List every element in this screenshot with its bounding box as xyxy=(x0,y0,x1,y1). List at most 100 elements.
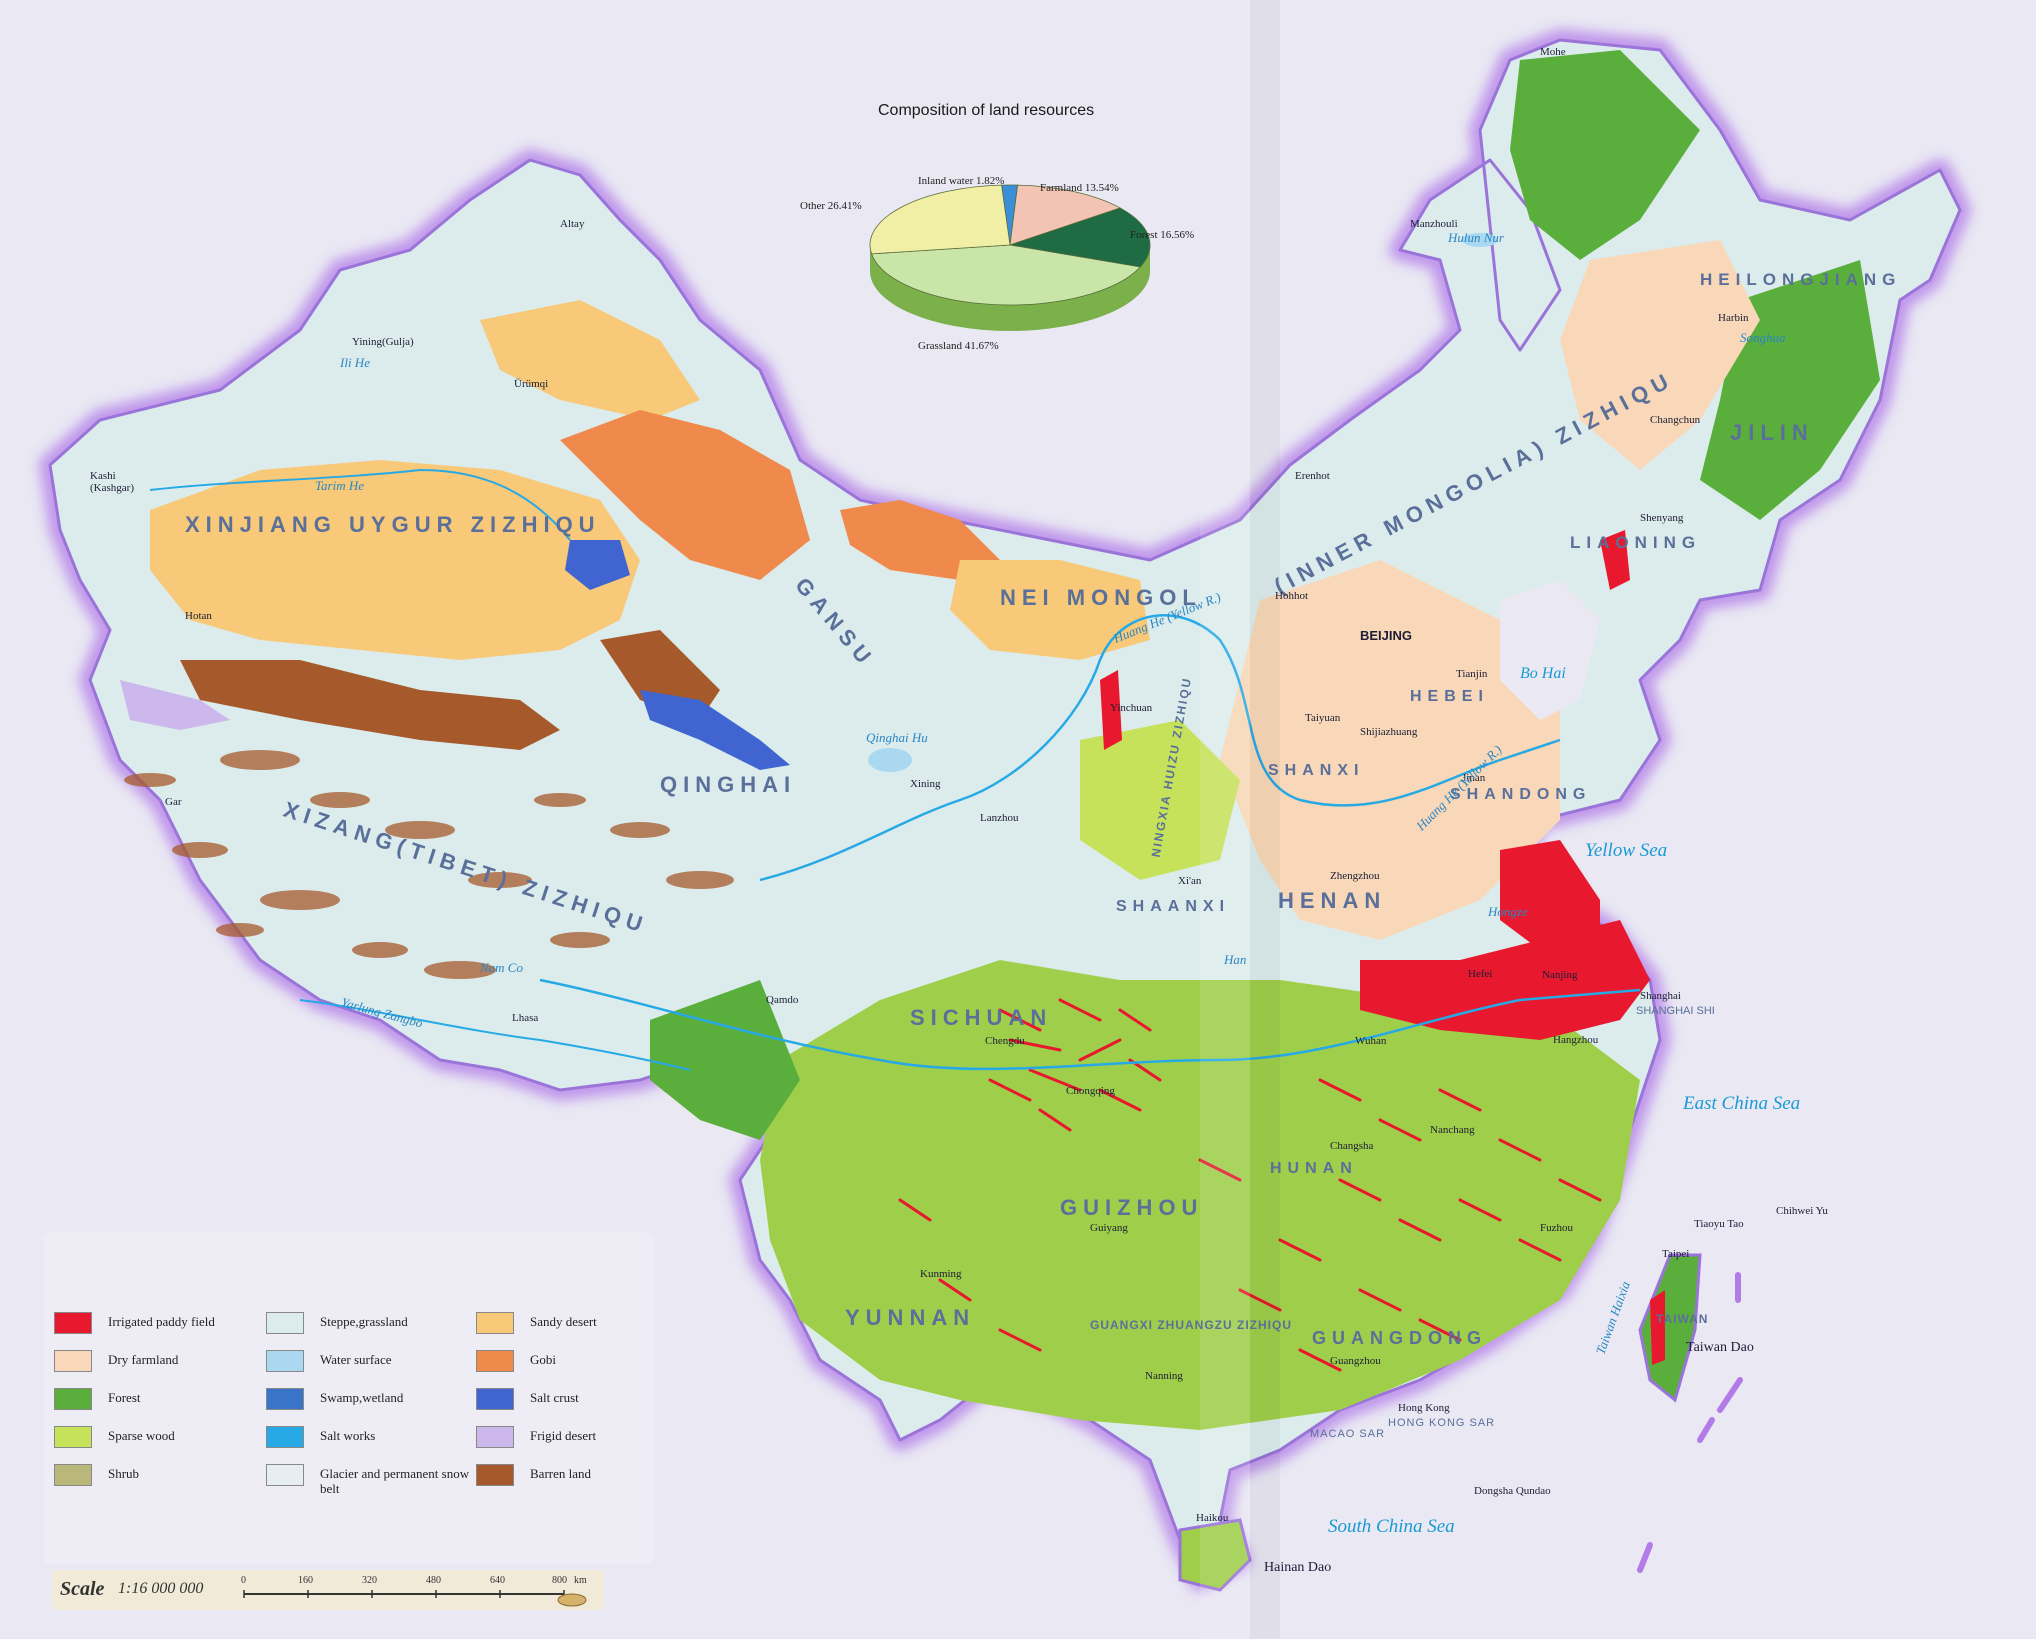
city-label-taiyuan: Taiyuan xyxy=(1305,712,1341,724)
legend-label: Dry farmland xyxy=(108,1352,179,1367)
liaoning-paddy xyxy=(1600,530,1630,590)
legend-label: Salt works xyxy=(320,1428,376,1443)
page-fold-right xyxy=(1250,0,1280,1639)
legend-swatch xyxy=(266,1464,304,1486)
city-label-xian: Xi'an xyxy=(1178,875,1202,887)
lake-label-hulun-nur: Hulun Nur xyxy=(1448,230,1504,245)
taiwan-island xyxy=(1638,1253,1702,1403)
pie-slice xyxy=(1009,207,1151,268)
legend-swatch xyxy=(476,1388,514,1410)
city-label-lanzhou: Lanzhou xyxy=(980,812,1019,824)
pie-slice xyxy=(1009,184,1122,246)
city-label-shenyang: Shenyang xyxy=(1640,512,1684,524)
taiwan-paddy xyxy=(1650,1290,1665,1365)
inner-mongolia-sandy xyxy=(950,560,1150,660)
jiangsu-paddy-fields xyxy=(1500,840,1600,950)
city-label-urumqi: Ürümqi xyxy=(514,378,549,390)
scale-ruler xyxy=(243,1590,587,1607)
city-label-haikou: Haikou xyxy=(1196,1512,1229,1524)
legend-swatch xyxy=(476,1464,514,1486)
city-label-hohhot: Hohhot xyxy=(1275,590,1308,602)
northeast-forest xyxy=(1510,50,1700,260)
city-label-hotan: Hotan xyxy=(185,610,212,622)
city-label-nanjing: Nanjing xyxy=(1542,969,1578,981)
province-label-hebei: HEBEI xyxy=(1410,688,1489,705)
frigid-desert-west xyxy=(120,680,230,730)
scale-tick-480: 480 xyxy=(426,1575,441,1586)
city-label-guangzhou: Guangzhou xyxy=(1330,1355,1381,1367)
province-label-nei-mongol: NEI MONGOL xyxy=(1000,585,1202,610)
sea-label-east-china-sea: East China Sea xyxy=(1683,1093,1801,1114)
sea-label-south-china-sea: South China Sea xyxy=(1328,1516,1455,1537)
legend-label: Water surface xyxy=(320,1352,392,1367)
province-label-yunnan: YUNNAN xyxy=(845,1305,976,1330)
sichuan-forest xyxy=(650,980,800,1140)
land-resources-pie-chart xyxy=(869,184,1151,331)
scale-tick-160: 160 xyxy=(298,1575,313,1586)
city-label-kashi: Kashi (Kashgar) xyxy=(90,470,134,494)
province-label-shaanxi: SHAANXI xyxy=(1116,898,1231,915)
north-china-dry-farmland xyxy=(1220,560,1560,940)
legend-label: Forest xyxy=(108,1390,141,1405)
pie-slice xyxy=(870,244,1142,306)
city-label-kunming: Kunming xyxy=(920,1268,962,1280)
city-label-hangzhou: Hangzhou xyxy=(1553,1034,1599,1046)
legend-swatch xyxy=(54,1388,92,1410)
city-label-beijing: BEIJING xyxy=(1360,628,1413,643)
city-label-hong-kong: Hong Kong xyxy=(1398,1402,1450,1414)
scale-tick-0: 0 xyxy=(241,1575,246,1586)
legend-swatch xyxy=(266,1388,304,1410)
legend-label: Irrigated paddy field xyxy=(108,1314,215,1329)
legend-swatch xyxy=(54,1426,92,1448)
city-label-nanning: Nanning xyxy=(1145,1370,1183,1382)
qaidam-salt-crust xyxy=(640,690,790,770)
pie-slice xyxy=(869,184,1011,255)
city-label-hong-kong-sar: HONG KONG SAR xyxy=(1388,1417,1496,1429)
province-label-jilin: JILIN xyxy=(1730,420,1814,445)
legend-label: Shrub xyxy=(108,1466,140,1481)
tarim-river xyxy=(149,468,571,541)
city-label-zhengzhou: Zhengzhou xyxy=(1330,870,1380,882)
scale-tick-640: 640 xyxy=(490,1575,505,1586)
legend-swatch xyxy=(476,1426,514,1448)
pie-label-grassland: Grassland 41.67% xyxy=(918,340,999,352)
scale-bar: Scale 1:16 000 000 0 160 320 480 640 800… xyxy=(52,1570,604,1610)
city-label-lhasa: Lhasa xyxy=(512,1012,539,1024)
scale-ratio: 1:16 000 000 xyxy=(118,1580,204,1597)
city-label-hefei: Hefei xyxy=(1468,968,1493,980)
province-label-taiwan: TAIWAN xyxy=(1656,1312,1709,1326)
city-label-erenhot: Erenhot xyxy=(1295,470,1330,482)
pie-label-other: Other 26.41% xyxy=(800,200,862,212)
scale-tick-800: 800 xyxy=(552,1575,567,1586)
city-label-changchun: Changchun xyxy=(1650,414,1701,426)
legend-swatch xyxy=(54,1464,92,1486)
city-label-altay: Altay xyxy=(560,218,585,230)
island-label-chiwei: Chihwei Yu xyxy=(1776,1205,1828,1217)
province-label-shandong: SHANDONG xyxy=(1450,786,1592,803)
river-label-ili: Ili He xyxy=(340,355,370,370)
city-label-wuhan: Wuhan xyxy=(1355,1035,1387,1047)
south-china-vegetation xyxy=(760,960,1640,1430)
city-label-taipei: Taipei xyxy=(1662,1248,1690,1260)
map-legend: Irrigated paddy field Dry farmland Forest S… xyxy=(44,1232,654,1564)
legend-swatch xyxy=(266,1426,304,1448)
pie-label-forest: Forest 16.56% xyxy=(1130,229,1195,241)
city-label-tianjin: Tianjin xyxy=(1456,668,1488,680)
gobi-region-east-xinjiang xyxy=(560,410,810,580)
page-fold-left xyxy=(1200,0,1250,1639)
province-label-guangxi: GUANGXI ZHUANGZU ZIZHIQU xyxy=(1090,1318,1292,1332)
city-label-nanchang: Nanchang xyxy=(1430,1124,1475,1136)
tibet-barren-patches xyxy=(124,750,734,979)
legend-label: Barren land xyxy=(530,1466,592,1481)
city-label-chengdu: Chengdu xyxy=(985,1035,1025,1047)
pie-side xyxy=(870,245,1150,331)
legend-label: Frigid desert xyxy=(530,1428,597,1443)
city-label-jinan: Jinan xyxy=(1462,772,1486,784)
legend-label: Gobi xyxy=(530,1352,556,1367)
pie-chart-title: Composition of land resources xyxy=(878,102,1095,119)
hulun-lake xyxy=(1462,233,1498,247)
pie-label-farmland: Farmland 13.54% xyxy=(1040,182,1119,194)
legend-label: Glacier and permanent snow belt xyxy=(320,1466,470,1496)
city-label-shijiazhuang: Shijiazhuang xyxy=(1360,726,1418,738)
